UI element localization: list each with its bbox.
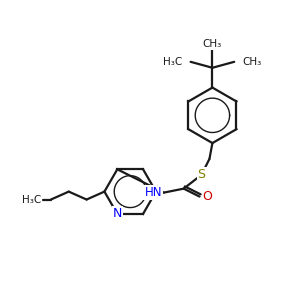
Text: CH₃: CH₃	[203, 39, 222, 49]
Text: S: S	[197, 168, 206, 181]
Text: HN: HN	[144, 186, 162, 199]
Text: N: N	[112, 207, 122, 220]
Text: CH₃: CH₃	[242, 57, 261, 67]
Text: H₃C: H₃C	[22, 194, 41, 205]
Text: H₃C: H₃C	[164, 57, 183, 67]
Text: O: O	[202, 190, 212, 203]
